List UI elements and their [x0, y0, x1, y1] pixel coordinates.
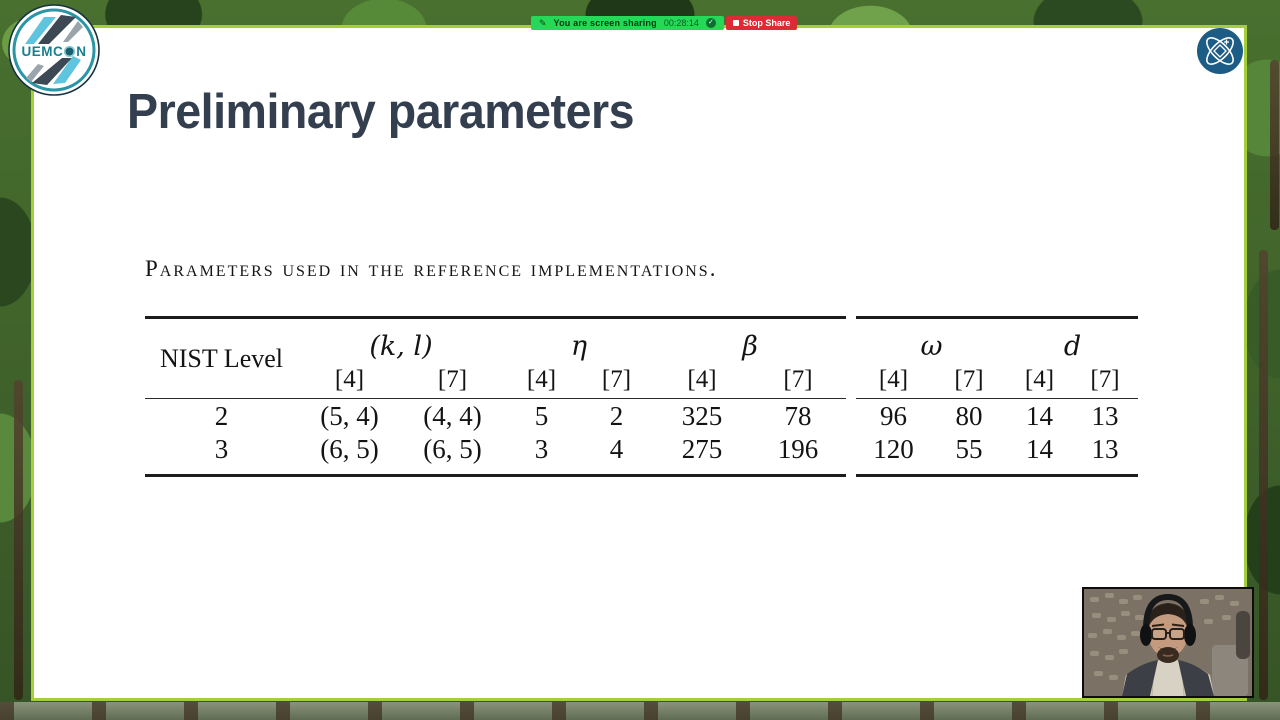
col-subheader: [4] [687, 366, 717, 393]
col-group-kl: (k, l) [369, 331, 433, 362]
col-subheader: [7] [1090, 366, 1120, 393]
tree-trunk [1259, 250, 1268, 700]
table-cell: 2 [214, 401, 229, 431]
col-subheader: [7] [783, 366, 813, 393]
table-cell: 3 [534, 434, 549, 464]
self-view-video[interactable] [1082, 587, 1254, 698]
stop-square-icon [732, 20, 739, 26]
tree-trunk [1270, 60, 1279, 230]
table-header: ω d [4] [7] [4] [7] [856, 319, 1138, 399]
stop-share-button[interactable]: Stop Share [725, 16, 798, 30]
col-subheader: [7] [601, 366, 632, 393]
table-cell: 5 [534, 401, 549, 431]
encryption-shield-icon: ✓ [705, 18, 716, 28]
screen-share-bar: ✎ You are screen sharing 00:28:14 ✓ Stop… [531, 16, 798, 30]
table-cell: 13 [1091, 434, 1119, 464]
table-cell: 196 [777, 434, 819, 464]
table-cell: 55 [955, 434, 983, 464]
table-cell: 96 [880, 401, 907, 431]
slide-title: Preliminary parameters [127, 85, 635, 139]
orbit-globe-icon [1197, 28, 1243, 74]
screen-share-status-pill: ✎ You are screen sharing 00:28:14 ✓ [531, 16, 724, 30]
table-row: 2 (5, 4) (4, 4) 5 2 325 78 [145, 400, 846, 433]
col-group-d: d [1063, 331, 1082, 362]
col-group-omega: ω [920, 331, 943, 362]
table-cell: (6, 5) [320, 434, 379, 464]
table-cell: 13 [1091, 401, 1119, 431]
table-row: 120 55 14 13 [856, 433, 1138, 466]
uemcon-text-right: N [76, 43, 87, 59]
col-subheader: [7] [437, 366, 468, 393]
table-cell: 14 [1026, 401, 1053, 431]
col-subheader: [4] [878, 366, 909, 393]
screen-share-timer: 00:28:14 [663, 18, 699, 28]
table-cell: 4 [609, 434, 624, 464]
table-caption: Parameters used in the reference impleme… [145, 256, 718, 281]
table-row: 3 (6, 5) (6, 5) 3 4 275 196 [145, 433, 846, 466]
parameters-table-right-section: ω d [4] [7] [4] [7] 96 80 14 13 120 55 1… [856, 316, 1138, 477]
table-cell: 325 [681, 401, 723, 431]
webcam-frame-graphic [1084, 589, 1252, 696]
col-subheader: [4] [1024, 366, 1055, 393]
stop-share-label: Stop Share [742, 18, 791, 28]
col-header-nist-level: NIST Level [160, 343, 283, 373]
table-cell: (6, 5) [423, 434, 482, 464]
table-cell: 120 [873, 434, 914, 464]
table-cell: 2 [609, 401, 624, 431]
presentation-slide: Preliminary parameters Parameters used i… [31, 25, 1247, 701]
table-cell: (4, 4) [423, 401, 482, 431]
uemcon-logo-text: UEMC N [8, 43, 100, 59]
uemcon-conference-logo: UEMC N [8, 4, 100, 96]
globe-icon [64, 45, 76, 57]
col-group-beta: β [742, 331, 758, 362]
society-orbit-logo [1196, 27, 1244, 75]
col-subheader: [7] [954, 366, 984, 393]
table-cell: (5, 4) [320, 401, 379, 431]
annotate-pencil-icon: ✎ [539, 17, 547, 28]
table-cell: 275 [681, 434, 723, 464]
table-cell: 80 [955, 401, 983, 431]
background-ground-strip [0, 702, 1280, 720]
table-header: NIST Level (k, l) η β [4] [7] [4] [7] [4… [145, 319, 846, 399]
uemcon-logo-graphic [8, 4, 100, 96]
table-cell: 3 [214, 434, 229, 464]
screen-share-status-text: You are screen sharing [553, 18, 657, 28]
col-subheader: [4] [334, 366, 365, 393]
table-cell: 14 [1026, 434, 1053, 464]
col-subheader: [4] [526, 366, 557, 393]
parameters-table-left-section: NIST Level (k, l) η β [4] [7] [4] [7] [4… [145, 316, 846, 477]
table-cell: 78 [784, 401, 812, 431]
col-group-eta: η [570, 331, 588, 362]
table-row: 96 80 14 13 [856, 400, 1138, 433]
uemcon-text-left: UEMC [21, 43, 64, 59]
tree-trunk [14, 380, 23, 700]
